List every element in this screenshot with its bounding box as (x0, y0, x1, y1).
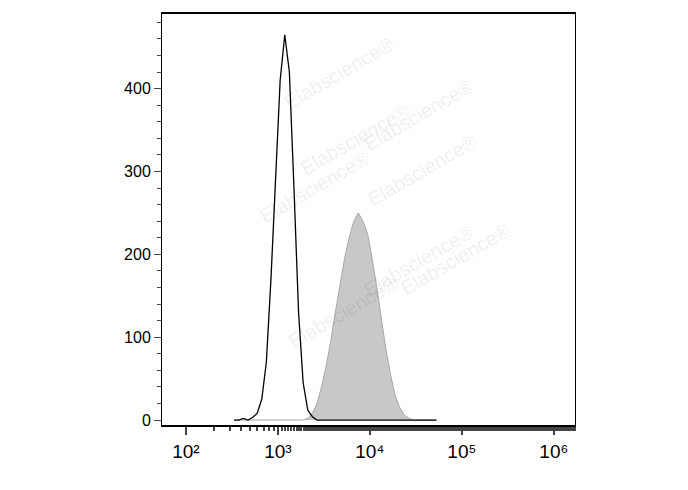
svg-text:Elabscience®: Elabscience® (256, 147, 373, 227)
svg-text:400: 400 (124, 80, 151, 97)
svg-text:Elabscience®: Elabscience® (280, 33, 397, 113)
svg-text:10⁵: 10⁵ (447, 441, 476, 462)
svg-text:Elabscience®: Elabscience® (360, 221, 477, 301)
svg-text:300: 300 (124, 163, 151, 180)
svg-text:10⁴: 10⁴ (355, 441, 384, 462)
svg-text:10⁶: 10⁶ (539, 441, 568, 462)
svg-text:200: 200 (124, 246, 151, 263)
svg-text:10²: 10² (172, 441, 199, 462)
svg-text:100: 100 (124, 329, 151, 346)
svg-text:10³: 10³ (264, 441, 291, 462)
svg-text:0: 0 (142, 412, 151, 429)
svg-text:Elabscience®: Elabscience® (297, 99, 414, 179)
svg-text:Elabscience®: Elabscience® (397, 219, 514, 299)
svg-text:Elabscience®: Elabscience® (285, 272, 402, 352)
svg-text:Elabscience®: Elabscience® (364, 130, 481, 210)
svg-text:Elabscience®: Elabscience® (360, 75, 477, 155)
